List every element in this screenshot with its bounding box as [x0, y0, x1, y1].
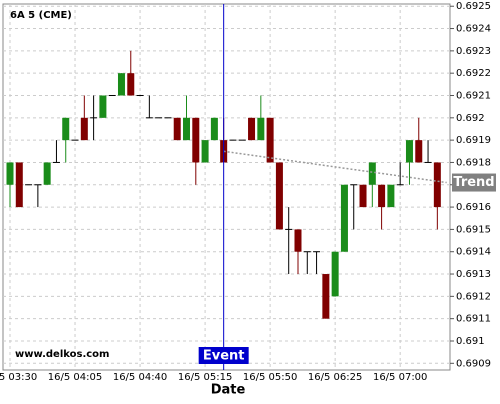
- candle-body: [183, 117, 191, 141]
- candle-body: [117, 73, 125, 96]
- y-tick-label: 0.6916: [456, 202, 491, 213]
- candle-body: [229, 139, 237, 141]
- x-tick-label: 16/5 04:05: [48, 372, 102, 383]
- candle-body: [303, 251, 311, 253]
- candle-body: [248, 117, 256, 141]
- candle-body: [313, 251, 321, 253]
- candle-body: [433, 162, 441, 208]
- candle-body: [387, 184, 395, 208]
- y-tick-label: 0.6911: [456, 314, 491, 325]
- candle-body: [350, 184, 358, 186]
- trend-label-box: [452, 173, 496, 192]
- watermark: www.delkos.com: [15, 349, 109, 360]
- x-tick-label: 16/5 03:30: [0, 372, 37, 383]
- candle-body: [368, 162, 376, 185]
- candle-body: [155, 117, 163, 119]
- candle-body: [201, 140, 209, 163]
- plot-area: [2, 3, 451, 371]
- chart-title: 6A 5 (CME): [10, 10, 72, 21]
- y-tick-label: 0.6918: [456, 157, 491, 168]
- candle-body: [378, 184, 386, 208]
- y-tick-label: 0.6922: [456, 68, 491, 79]
- candle-body: [90, 117, 98, 119]
- y-tick-label: 0.692: [456, 113, 485, 124]
- candle-body: [257, 117, 265, 141]
- y-tick-label: 0.6912: [456, 291, 491, 302]
- x-tick-label: 16/5 05:15: [178, 372, 232, 383]
- y-tick-label: 0.6913: [456, 269, 491, 280]
- x-tick-label: 16/5 07:00: [373, 372, 427, 383]
- y-tick-label: 0.691: [456, 336, 485, 347]
- candle-body: [99, 95, 107, 118]
- candle-body: [359, 184, 367, 208]
- y-tick-label: 0.6925: [456, 1, 491, 12]
- y-tick-label: 0.6923: [456, 46, 491, 57]
- y-tick-label: 0.6914: [456, 247, 491, 258]
- candle-body: [275, 162, 283, 230]
- candle-body: [285, 228, 293, 230]
- candle-body: [340, 184, 348, 252]
- candle-body: [25, 184, 33, 186]
- candle-body: [415, 140, 423, 163]
- candle-body: [210, 117, 218, 141]
- y-tick-label: 0.6924: [456, 24, 491, 35]
- x-tick-label: 16/5 04:40: [113, 372, 167, 383]
- candle-body: [396, 184, 404, 186]
- candle-body: [52, 161, 60, 163]
- y-tick-label: 0.6915: [456, 224, 491, 235]
- y-tick-label: 0.6909: [456, 358, 491, 369]
- candle-body: [173, 117, 181, 141]
- candle-body: [127, 73, 135, 96]
- candle-body: [294, 229, 302, 252]
- y-tick-label: 0.6919: [456, 135, 491, 146]
- candle-body: [80, 117, 88, 141]
- candle-body: [136, 95, 144, 96]
- trend-label: Trend: [453, 175, 494, 190]
- candle-body: [164, 117, 172, 119]
- candle-body: [15, 162, 23, 208]
- candle-body: [192, 117, 200, 163]
- candle-body: [322, 274, 330, 319]
- candle-body: [331, 251, 339, 297]
- candle-body: [266, 117, 274, 163]
- candle-body: [34, 184, 42, 186]
- candle-body: [405, 140, 413, 163]
- candle-body: [108, 95, 116, 96]
- candle-body: [145, 117, 153, 119]
- candle-body: [6, 162, 14, 185]
- x-tick-label: 16/5 06:25: [308, 372, 362, 383]
- event-label: Event: [203, 349, 245, 364]
- event-label-box: [198, 347, 249, 364]
- candle-body: [43, 162, 51, 185]
- candle-body: [238, 139, 246, 141]
- candle-body: [71, 139, 79, 141]
- candle-body: [62, 117, 70, 141]
- x-tick-label: 16/5 05:50: [243, 372, 297, 383]
- trend-line: [223, 150, 447, 184]
- y-tick-label: 0.6921: [456, 91, 491, 102]
- candle-body: [424, 161, 432, 163]
- x-axis-label: Date: [211, 383, 246, 398]
